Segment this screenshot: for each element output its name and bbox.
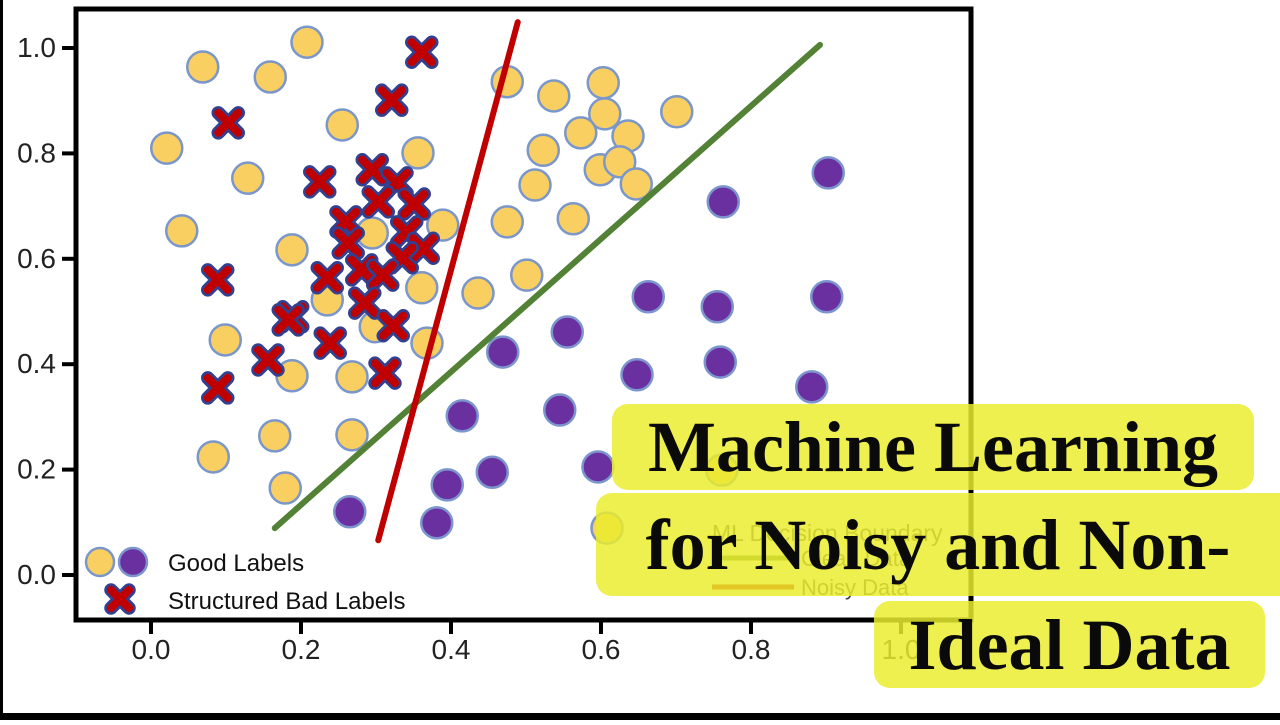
y-axis-tick-label: 0.0 — [17, 559, 56, 590]
scatter-point-x — [358, 155, 387, 184]
scatter-point-x — [203, 265, 232, 294]
legend-labels: Good Labels Structured Bad Labels — [84, 546, 405, 615]
x-axis-tick-label: 0.4 — [432, 634, 471, 665]
x-axis-tick-label: 0.8 — [732, 634, 771, 665]
scatter-point — [333, 495, 367, 529]
scatter-point — [405, 271, 439, 305]
title-highlight-line-1: Machine Learning — [612, 404, 1254, 490]
scatter-point-x — [316, 329, 345, 358]
clean-data-line — [271, 41, 823, 532]
scatter-point-x — [371, 359, 399, 388]
scatter-point — [564, 116, 598, 150]
scatter-point — [706, 185, 740, 219]
scatter-point — [486, 335, 520, 369]
y-axis-tick-label: 0.6 — [17, 243, 56, 274]
y-axis-tick-label: 0.8 — [17, 137, 56, 168]
title-text-line-3: Ideal Data — [908, 604, 1231, 685]
scatter-point — [401, 136, 435, 170]
scatter-point — [703, 345, 737, 379]
scatter-point — [430, 468, 464, 502]
scatter-point — [420, 506, 454, 540]
legend-good-yellow-marker — [84, 546, 116, 578]
legend-structured-bad-labels-text: Structured Bad Labels — [168, 588, 405, 615]
scatter-point-x — [254, 345, 282, 374]
scatter-point — [165, 214, 199, 248]
scatter-point — [810, 279, 844, 314]
scatter-point-x — [368, 261, 397, 290]
scatter-point-x — [350, 289, 379, 318]
scatter-point — [290, 25, 324, 59]
scatter-point-x — [334, 228, 363, 257]
scatter-point — [543, 393, 577, 427]
scatter-point — [253, 60, 287, 94]
x-axis-tick-label: 0.6 — [582, 634, 621, 665]
scatter-point — [795, 370, 829, 404]
scatter-point — [526, 133, 560, 167]
y-axis-tick-label: 0.4 — [17, 348, 56, 379]
scatter-point — [335, 360, 369, 394]
scatter-point — [490, 205, 524, 239]
series-good-labels-purple-class- — [333, 156, 845, 540]
scatter-point — [586, 66, 620, 100]
scatter-point-x — [274, 305, 303, 334]
scatter-point — [550, 315, 584, 349]
scatter-point — [811, 156, 845, 190]
scatter-point — [461, 276, 495, 310]
scatter-point — [208, 323, 242, 357]
series-structured-bad-labels — [201, 35, 440, 405]
scatter-point — [231, 161, 265, 195]
scatter-point-x — [313, 263, 342, 292]
y-axis-tick-label: 1.0 — [17, 32, 56, 63]
title-highlight-line-3: Ideal Data — [874, 601, 1265, 688]
scatter-point — [335, 418, 369, 452]
scatter-point — [518, 168, 552, 202]
legend-good-labels-text: Good Labels — [168, 550, 304, 577]
scatter-point-x — [214, 108, 243, 137]
scatter-point — [620, 357, 654, 392]
scatter-point — [619, 167, 653, 201]
scatter-point — [510, 258, 544, 292]
scatter-point — [258, 419, 292, 453]
scatter-point — [475, 455, 509, 489]
scatter-point — [537, 79, 571, 113]
y-axis-tick-label: 0.2 — [17, 454, 56, 485]
scatter-point — [603, 145, 637, 179]
scatter-point — [588, 97, 622, 131]
title-text-line-1: Machine Learning — [648, 407, 1218, 487]
legend-good-purple-marker — [117, 546, 149, 578]
scatter-point — [186, 50, 220, 84]
scatter-point-x — [203, 373, 232, 402]
scatter-point — [660, 95, 694, 129]
scatter-point — [150, 131, 184, 165]
x-axis-tick-label: 0.0 — [132, 634, 171, 665]
plot-frame — [73, 6, 974, 623]
scatter-point — [445, 399, 479, 433]
scatter-point-x — [305, 167, 334, 196]
title-highlight-line-2: for Noisy and Non- — [596, 493, 1280, 596]
scatter-point — [581, 450, 615, 484]
scatter-point — [325, 108, 359, 142]
scatter-point — [275, 233, 309, 267]
scatter-point — [556, 201, 590, 236]
scatter-point-x — [409, 234, 438, 263]
x-axis-tick-label: 0.2 — [282, 634, 321, 665]
title-text-line-2: for Noisy and Non- — [645, 504, 1231, 585]
legend-bad-x-marker — [107, 586, 133, 612]
scatter-point-x — [400, 189, 429, 218]
scatter-point-x — [379, 311, 408, 340]
scatter-point — [700, 290, 734, 324]
noisy-data-line — [375, 19, 521, 544]
scatter-point — [196, 440, 230, 474]
bottom-letterbox-bar — [0, 713, 1280, 720]
scatter-point — [268, 471, 302, 505]
scatter-point-x — [407, 38, 436, 67]
scatter-point — [631, 279, 665, 314]
left-letterbox-bar — [0, 0, 3, 720]
scatter-point-x — [364, 187, 393, 216]
scatter-point-x — [377, 86, 406, 115]
